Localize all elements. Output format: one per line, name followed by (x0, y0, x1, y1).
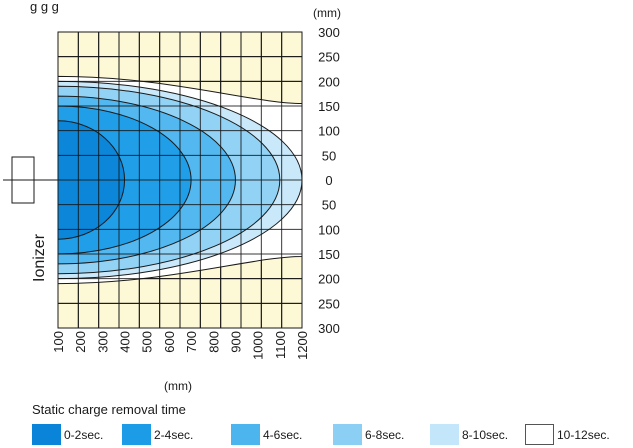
x-tick-label: 400 (118, 331, 133, 353)
y-tick-label: 300 (318, 321, 340, 336)
y-tick-label: 50 (322, 198, 336, 213)
legend-swatch (231, 424, 260, 445)
x-tick-label: 600 (162, 331, 177, 353)
y-tick-label: 250 (318, 50, 340, 65)
y-tick-label: 150 (318, 247, 340, 262)
legend-label: 0-2sec. (64, 428, 104, 442)
x-tick-label: 700 (184, 331, 199, 353)
ionizer-device: Ionizer (3, 156, 58, 282)
x-tick-label: 800 (206, 331, 221, 353)
legend-label: 4-6sec. (263, 428, 303, 442)
legend-label: 8-10sec. (462, 428, 509, 442)
legend-label: 2-4sec. (154, 428, 194, 442)
x-tick-label: 100 (51, 331, 66, 353)
x-tick-label: 900 (228, 331, 243, 353)
legend-swatch (525, 424, 554, 445)
x-tick-label: 1100 (273, 331, 288, 359)
y-tick-label: 300 (318, 25, 340, 40)
y-tick-label: 150 (318, 99, 340, 114)
title-partial: g g g (30, 0, 59, 14)
y-tick-label: 100 (318, 124, 340, 139)
x-tick-label: 200 (73, 331, 88, 353)
legend-title: Static charge removal time (32, 402, 186, 417)
legend-swatch (32, 424, 61, 445)
y-tick-label: 0 (325, 173, 332, 188)
y-tick-label: 200 (318, 74, 340, 89)
legend-swatch (122, 424, 151, 445)
legend-swatch (333, 424, 362, 445)
y-tick-labels: 300 250 200 150 100 50 0 50 100 150 200 250 300 (318, 25, 340, 336)
x-tick-label: 300 (95, 331, 110, 353)
x-tick-label: 1200 (295, 331, 310, 360)
legend-label: 6-8sec. (365, 428, 405, 442)
y-tick-label: 200 (318, 272, 340, 287)
y-unit-label: (mm) (313, 6, 341, 20)
legend-swatch (430, 424, 459, 445)
chart-figure: g g g 3002502001501005005010015020025030… (3, 0, 341, 393)
x-tick-label: 1000 (251, 331, 266, 360)
ionizer-label: Ionizer (31, 233, 48, 282)
y-tick-label: 250 (318, 296, 340, 311)
x-tick-labels: 100 200 300 400 500 600 700 800 900 1000 1100 1200 (51, 331, 310, 360)
legend-label: 10-12sec. (557, 428, 610, 442)
x-unit-label: (mm) (164, 379, 192, 393)
y-tick-label: 50 (322, 148, 336, 163)
legend: 0-2sec. 2-4sec. 4-6sec. 6-8sec. 8-10sec. 10-1… (32, 424, 632, 446)
y-tick-label: 100 (318, 222, 340, 237)
x-tick-label: 500 (140, 331, 155, 353)
grid-overlay (58, 32, 302, 328)
